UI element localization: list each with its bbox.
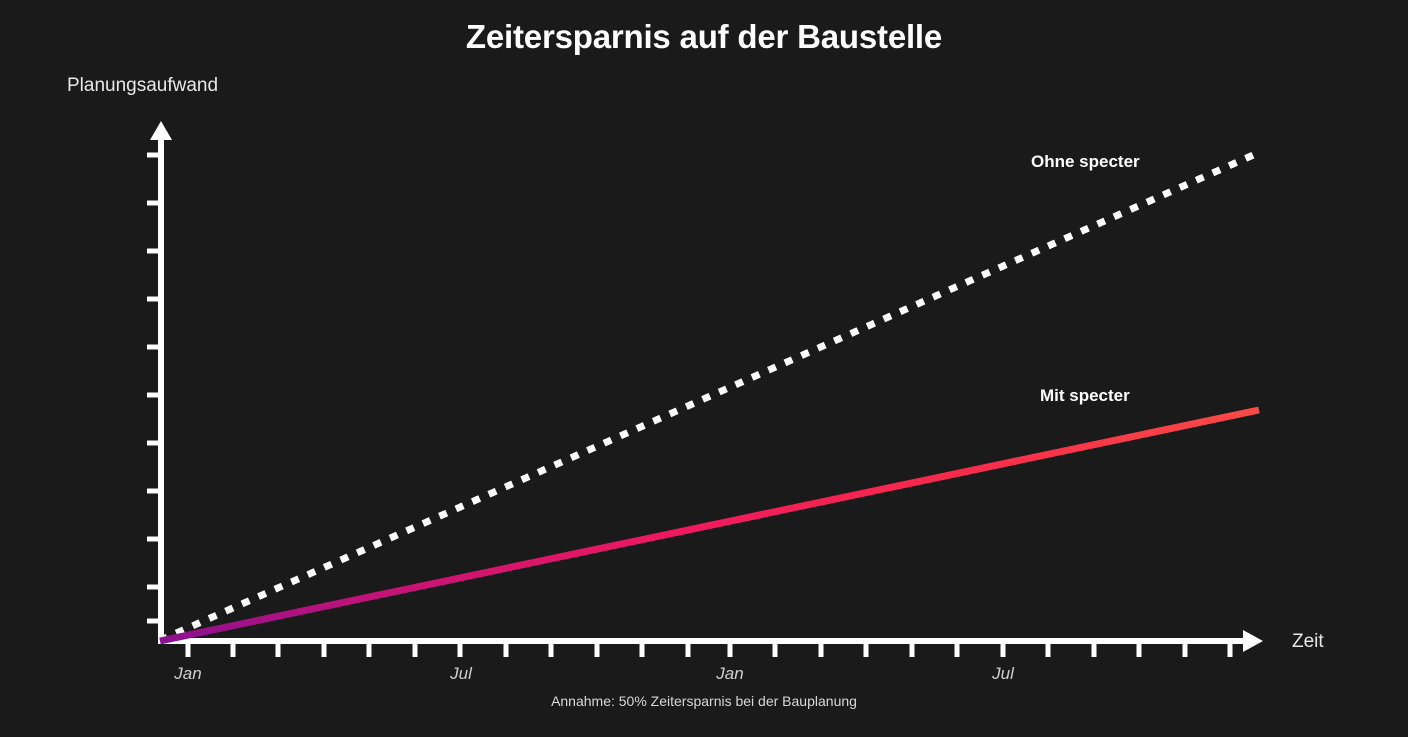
y-axis-arrow-icon [150, 121, 172, 140]
series-line-mit-specter [159, 406, 1260, 645]
x-axis-ticks [185, 641, 1233, 657]
y-axis-label: Planungsaufwand [67, 75, 219, 96]
series-label-ohne-specter: Ohne specter [1031, 152, 1140, 171]
x-tick-label-jan-1: Jan [174, 664, 202, 683]
y-axis-ticks [147, 152, 161, 624]
series-label-mit-specter: Mit specter [1040, 386, 1130, 405]
x-tick-label-jan-2: Jan [716, 664, 744, 683]
x-axis [158, 630, 1263, 657]
chart-title: Zeitersparnis auf der Baustelle [465, 18, 943, 55]
x-tick-label-jul-1: Jul [450, 664, 472, 683]
x-axis-label: Zeit [1292, 631, 1324, 652]
x-axis-arrow-icon [1243, 630, 1263, 652]
series-line-ohne-specter [158, 147, 1265, 644]
x-tick-label-jul-2: Jul [992, 664, 1014, 683]
chart-footnote: Annahme: 50% Zeitersparnis bei der Baupl… [551, 693, 857, 709]
y-axis [147, 121, 172, 641]
